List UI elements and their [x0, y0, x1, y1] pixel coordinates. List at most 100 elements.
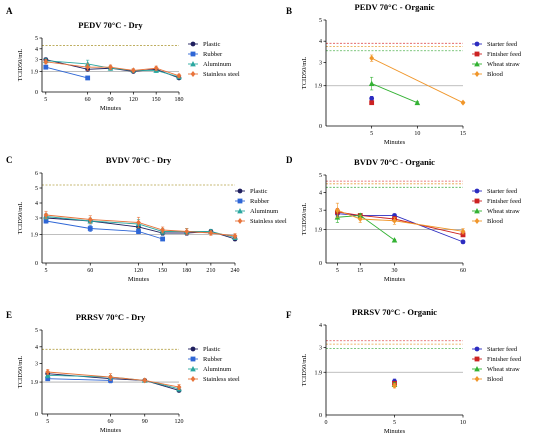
legend-label: Plastic	[250, 188, 267, 195]
series-line	[371, 57, 464, 104]
series-line	[45, 217, 236, 240]
legend-label: Finisher feed	[487, 356, 522, 363]
legend-label: Rubber	[250, 198, 270, 205]
panel-letter: E	[6, 310, 12, 320]
x-tick-label: 150	[158, 268, 167, 274]
legend-label: Stainless steel	[250, 218, 287, 225]
series-aluminum	[43, 57, 182, 80]
data-point	[153, 65, 159, 72]
data-point	[335, 207, 340, 214]
y-tick-label: 5	[319, 173, 322, 179]
panel-title: BVDV 70°C - Dry	[106, 155, 172, 165]
legend-label: Blood	[487, 376, 504, 383]
panel-d: D BVDV 70°C - Organic 0 1.9 3 4 5 5 15 30 60 Minute…	[286, 155, 522, 283]
y-tick-label: 1.9	[31, 380, 39, 386]
data-point	[460, 228, 466, 235]
data-point	[87, 216, 93, 223]
series-starter-feed	[369, 96, 375, 101]
data-point	[392, 217, 397, 224]
data-point	[87, 226, 93, 231]
data-point	[232, 233, 238, 239]
y-tick-label: 0	[319, 413, 322, 419]
y-axis-label: TCID50/mL	[301, 354, 308, 387]
y-axis-label: TCID50/mL	[17, 356, 24, 389]
x-tick-label: 30	[392, 268, 398, 274]
legend-label: Rubber	[203, 356, 223, 363]
x-axis-label: Minutes	[100, 105, 122, 112]
legend-label: Finisher feed	[487, 198, 522, 205]
x-axis-label: Minutes	[384, 139, 406, 146]
legend-marker	[237, 208, 243, 214]
legend-marker	[190, 356, 196, 362]
y-axis-label: TCID50/mL	[301, 57, 308, 90]
legend: Starter feed Finisher feed Wheat straw Bloo…	[472, 41, 522, 78]
series-line	[371, 83, 418, 104]
series-wheat-straw	[368, 76, 421, 106]
y-tick-label: 3	[35, 216, 38, 222]
y-axis-label: TCID50/mL	[301, 203, 308, 236]
data-point	[208, 230, 214, 236]
legend-marker	[474, 218, 480, 224]
x-axis-label: Minutes	[384, 428, 406, 435]
legend-label: Plastic	[203, 346, 220, 353]
x-tick-label: 120	[129, 97, 138, 103]
legend-marker	[237, 218, 243, 224]
data-point	[391, 237, 398, 243]
legend-label: Aluminum	[203, 366, 231, 373]
data-point	[130, 67, 136, 74]
x-axis-label: Minutes	[128, 276, 150, 283]
series-rubber	[43, 64, 91, 81]
series-line	[47, 371, 180, 388]
y-axis-label: TCID50/mL	[17, 49, 24, 82]
panel-letter: C	[6, 155, 13, 165]
x-tick-label: 120	[134, 268, 143, 274]
legend: Starter feed Finisher feed Wheat straw Bloo…	[472, 188, 522, 225]
y-tick-label: 3	[35, 58, 38, 64]
series-line	[337, 211, 464, 236]
legend-marker	[474, 41, 480, 47]
data-point	[460, 232, 466, 238]
series-line	[45, 66, 88, 79]
legend-marker	[474, 71, 480, 77]
y-tick-label: 4	[319, 39, 322, 45]
series-stainless-steel	[45, 369, 182, 391]
panel-f: F PRRSV 70°C - Organic 0 1.9 3 4 0 5 10 Minutes TC…	[286, 307, 522, 435]
y-tick-label: 1.9	[31, 69, 39, 75]
series-wheat-straw	[334, 211, 398, 243]
legend-label: Blood	[487, 71, 504, 78]
panel-b: B PEDV 70°C - Organic 0 1.9 3 4 5 5 10 15 Minutes T…	[286, 2, 522, 146]
panel-letter: B	[286, 6, 292, 16]
legend-label: Aluminum	[203, 61, 231, 68]
data-point	[43, 58, 49, 65]
x-axis-label: Minutes	[100, 427, 122, 434]
series-line	[45, 220, 163, 240]
legend-label: Wheat straw	[487, 366, 520, 373]
legend-marker	[474, 198, 480, 204]
legend-marker	[190, 71, 196, 77]
y-tick-label: 5	[35, 186, 38, 192]
y-tick-label: 3	[319, 346, 322, 352]
legend-marker	[190, 376, 196, 382]
data-point	[108, 374, 113, 381]
x-tick-label: 5	[370, 131, 373, 137]
legend-marker	[190, 61, 196, 67]
legend-marker	[474, 208, 480, 214]
data-point	[43, 212, 49, 218]
x-tick-label: 120	[175, 419, 184, 425]
legend-label: Aluminum	[250, 208, 278, 215]
x-tick-label: 180	[182, 268, 191, 274]
x-tick-label: 90	[108, 97, 114, 103]
y-tick-label: 4	[319, 323, 322, 329]
legend-marker	[474, 61, 480, 67]
x-tick-label: 60	[87, 268, 93, 274]
y-tick-label: 5	[35, 328, 38, 334]
legend-marker	[474, 366, 480, 372]
data-point	[369, 100, 375, 106]
panel-letter: F	[286, 310, 292, 320]
data-point	[142, 377, 148, 384]
data-point	[43, 218, 49, 224]
panel-title: PEDV 70°C - Organic	[355, 2, 435, 12]
panel-e: E PRRSV 70°C - Dry 0 1.9 3 4 5 5 60 90 120 Minutes T…	[6, 310, 240, 434]
data-point	[176, 384, 182, 391]
x-tick-label: 60	[108, 419, 114, 425]
